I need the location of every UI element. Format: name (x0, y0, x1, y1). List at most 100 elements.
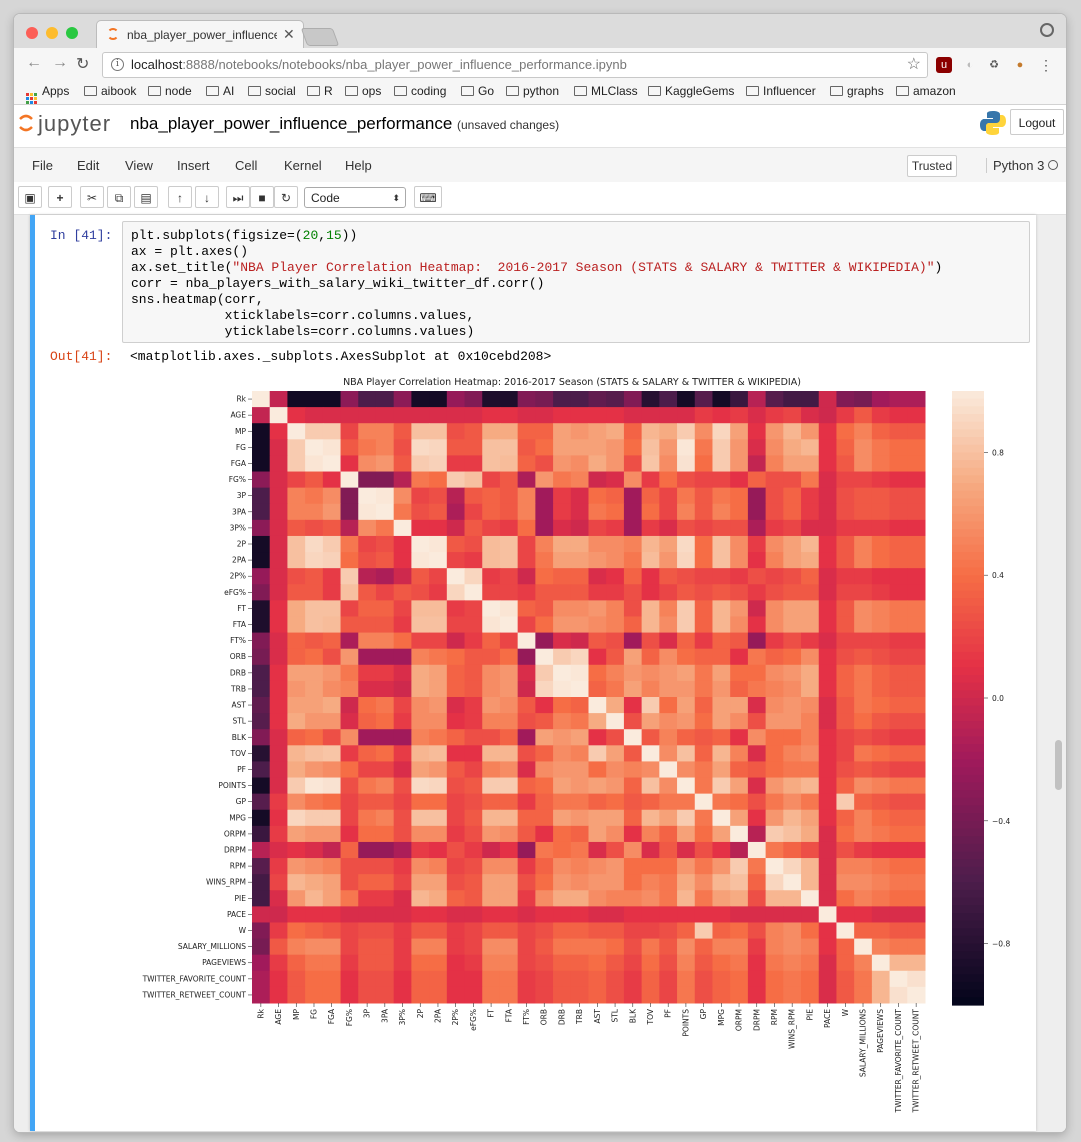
bookmark-star-icon[interactable]: ☆ (906, 56, 921, 73)
new-tab-button[interactable] (300, 28, 340, 46)
move-down-icon[interactable]: ↓ (195, 186, 219, 208)
heatmap-cell (393, 970, 412, 988)
extension-cookie-icon[interactable]: ● (1016, 59, 1024, 71)
heatmap-cell (818, 986, 837, 1004)
cut-icon[interactable]: ✂ (80, 186, 104, 208)
heatmap-cell (553, 986, 572, 1004)
bookmark-amazon[interactable]: amazon (896, 84, 956, 98)
heatmap-cell (907, 729, 926, 746)
heatmap-cell (783, 841, 802, 859)
browser-menu-icon[interactable]: ⋮ (1039, 57, 1053, 73)
save-icon[interactable]: ▣ (18, 186, 42, 208)
heatmap-cell (375, 423, 395, 440)
heatmap-cell (322, 407, 342, 424)
heatmap-cell (482, 858, 501, 875)
close-window-icon[interactable] (26, 27, 38, 39)
logout-button[interactable]: Logout (1010, 109, 1064, 135)
bookmark-mlclass[interactable]: MLClass (574, 84, 638, 98)
bookmark-kagglegems[interactable]: KaggleGems (648, 84, 734, 98)
bookmark-influencer[interactable]: Influencer (746, 84, 816, 98)
menu-insert[interactable]: Insert (177, 158, 210, 173)
heatmap-cell (623, 970, 643, 988)
heatmap-cell (340, 970, 359, 988)
menu-cell[interactable]: Cell (235, 158, 258, 173)
colorbar-segment (952, 414, 984, 423)
heatmap-cell (340, 809, 359, 827)
heatmap-cell (358, 632, 377, 650)
bookmark-aibook[interactable]: aibook (84, 84, 136, 98)
ublock-extension-icon[interactable]: u (936, 57, 952, 73)
heatmap-cell (411, 535, 430, 553)
reload-icon[interactable]: ↻ (76, 56, 90, 73)
jupyter-logo-icon[interactable] (18, 113, 34, 133)
bookmark-ai[interactable]: AI (206, 84, 234, 98)
menu-kernel[interactable]: Kernel (284, 158, 322, 173)
heatmap-cell (269, 648, 288, 666)
info-icon[interactable]: i (111, 58, 124, 71)
heatmap-cell (269, 922, 288, 940)
extension-ghost-icon[interactable]: ◐ (966, 59, 974, 71)
heatmap-cell (677, 938, 696, 956)
bookmark-node[interactable]: node (148, 84, 192, 98)
menu-file[interactable]: File (32, 158, 53, 173)
y-tick-label: FTA (233, 620, 247, 629)
folder-icon (574, 86, 587, 96)
back-icon[interactable]: ← (26, 54, 42, 71)
menu-help[interactable]: Help (345, 158, 372, 173)
move-up-icon[interactable]: ↑ (168, 186, 192, 208)
scroll-thumb[interactable] (1055, 740, 1062, 790)
bookmark-graphs[interactable]: graphs (830, 84, 884, 98)
insert-cell-icon[interactable]: + (48, 186, 72, 208)
colorbar-segment (952, 636, 984, 645)
bookmark-ops[interactable]: ops (345, 84, 381, 98)
bookmark-r[interactable]: R (307, 84, 333, 98)
heatmap-cell (482, 471, 501, 489)
restart-icon[interactable]: ↻ (274, 186, 298, 208)
y-tick-label: 3PA (232, 507, 247, 516)
heatmap-cell (677, 423, 696, 440)
kernel-name[interactable]: Python 3 (986, 158, 1044, 173)
heatmap-cell (482, 680, 501, 698)
heatmap-cell (269, 600, 288, 617)
heatmap-cell (606, 793, 625, 811)
profile-icon[interactable] (1040, 23, 1054, 37)
heatmap-cell (836, 407, 855, 424)
heatmap-cell (517, 519, 536, 537)
maximize-window-icon[interactable] (66, 27, 78, 39)
bookmark-coding[interactable]: coding (394, 84, 446, 98)
heatmap-cell (747, 745, 767, 762)
stop-icon[interactable]: ■ (250, 186, 274, 208)
forward-icon[interactable]: → (52, 54, 68, 71)
notebook-cell[interactable]: In [41]: plt.subplots(figsize=(20,15)) a… (30, 215, 1036, 1131)
bookmark-social[interactable]: social (248, 84, 296, 98)
jupyter-logo-text[interactable]: jupyter (38, 111, 112, 136)
extension-recycle-icon[interactable]: ♻ (989, 59, 999, 71)
heatmap-cell (446, 841, 466, 859)
paste-icon[interactable]: ▤ (134, 186, 158, 208)
trusted-indicator[interactable]: Trusted (907, 155, 957, 177)
heatmap-cell (712, 552, 731, 569)
heatmap-cell (305, 906, 324, 923)
scrollbar[interactable] (1054, 215, 1064, 1132)
heatmap-cell (393, 584, 412, 601)
bookmark-go[interactable]: Go (461, 84, 494, 98)
code-editor[interactable]: plt.subplots(figsize=(20,15)) ax = plt.a… (122, 221, 1030, 343)
notebook-name[interactable]: nba_player_power_influence_performance (… (130, 114, 560, 133)
menu-view[interactable]: View (125, 158, 153, 173)
address-bar[interactable]: i localhost:8888/notebooks/notebooks/nba… (102, 52, 928, 78)
menu-edit[interactable]: Edit (77, 158, 100, 173)
tab-notebook[interactable]: nba_player_power_influence_p ✕ (96, 20, 304, 49)
keyboard-icon[interactable]: ⌨ (414, 186, 442, 208)
copy-icon[interactable]: ⧉ (107, 186, 131, 208)
heatmap-cell (730, 648, 749, 666)
close-tab-icon[interactable]: ✕ (283, 26, 295, 42)
code-line: plt.subplots(figsize=(20,15)) (131, 228, 358, 243)
minimize-window-icon[interactable] (46, 27, 58, 39)
colorbar-tick-label: 0.4 (992, 571, 1004, 580)
bookmark-python[interactable]: python (506, 84, 559, 98)
heatmap-cell (907, 552, 926, 569)
cell-type-select[interactable]: Code ⬍ (304, 187, 406, 208)
bookmark-apps[interactable]: Apps (26, 84, 69, 104)
run-icon[interactable]: ⏭ (226, 186, 250, 208)
heatmap-cell (393, 648, 412, 666)
